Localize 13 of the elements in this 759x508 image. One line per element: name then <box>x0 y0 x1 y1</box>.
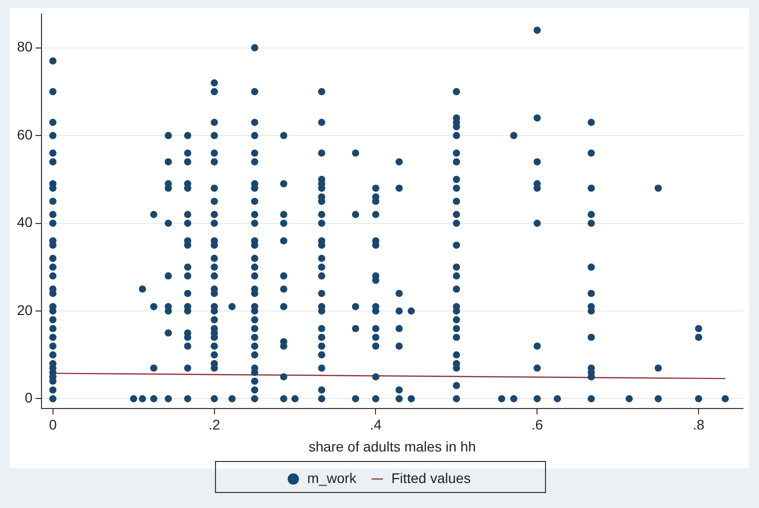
y-tick-label: 40 <box>16 214 33 230</box>
x-tick-label: .8 <box>692 416 705 433</box>
x-tick-label: .2 <box>208 416 220 433</box>
x-tick-label: .4 <box>370 416 382 433</box>
x-axis-title: share of adults males in hh <box>308 438 476 454</box>
x-tick-label: 0 <box>48 416 57 433</box>
x-tick-label: .6 <box>531 416 544 433</box>
y-tick-label: 80 <box>16 38 33 55</box>
y-tick-label: 60 <box>16 126 33 142</box>
legend-label: Fitted values <box>391 470 471 486</box>
y-tick-label: 20 <box>16 302 33 318</box>
y-tick-label: 0 <box>24 390 33 406</box>
legend-label: m_work <box>307 470 358 486</box>
